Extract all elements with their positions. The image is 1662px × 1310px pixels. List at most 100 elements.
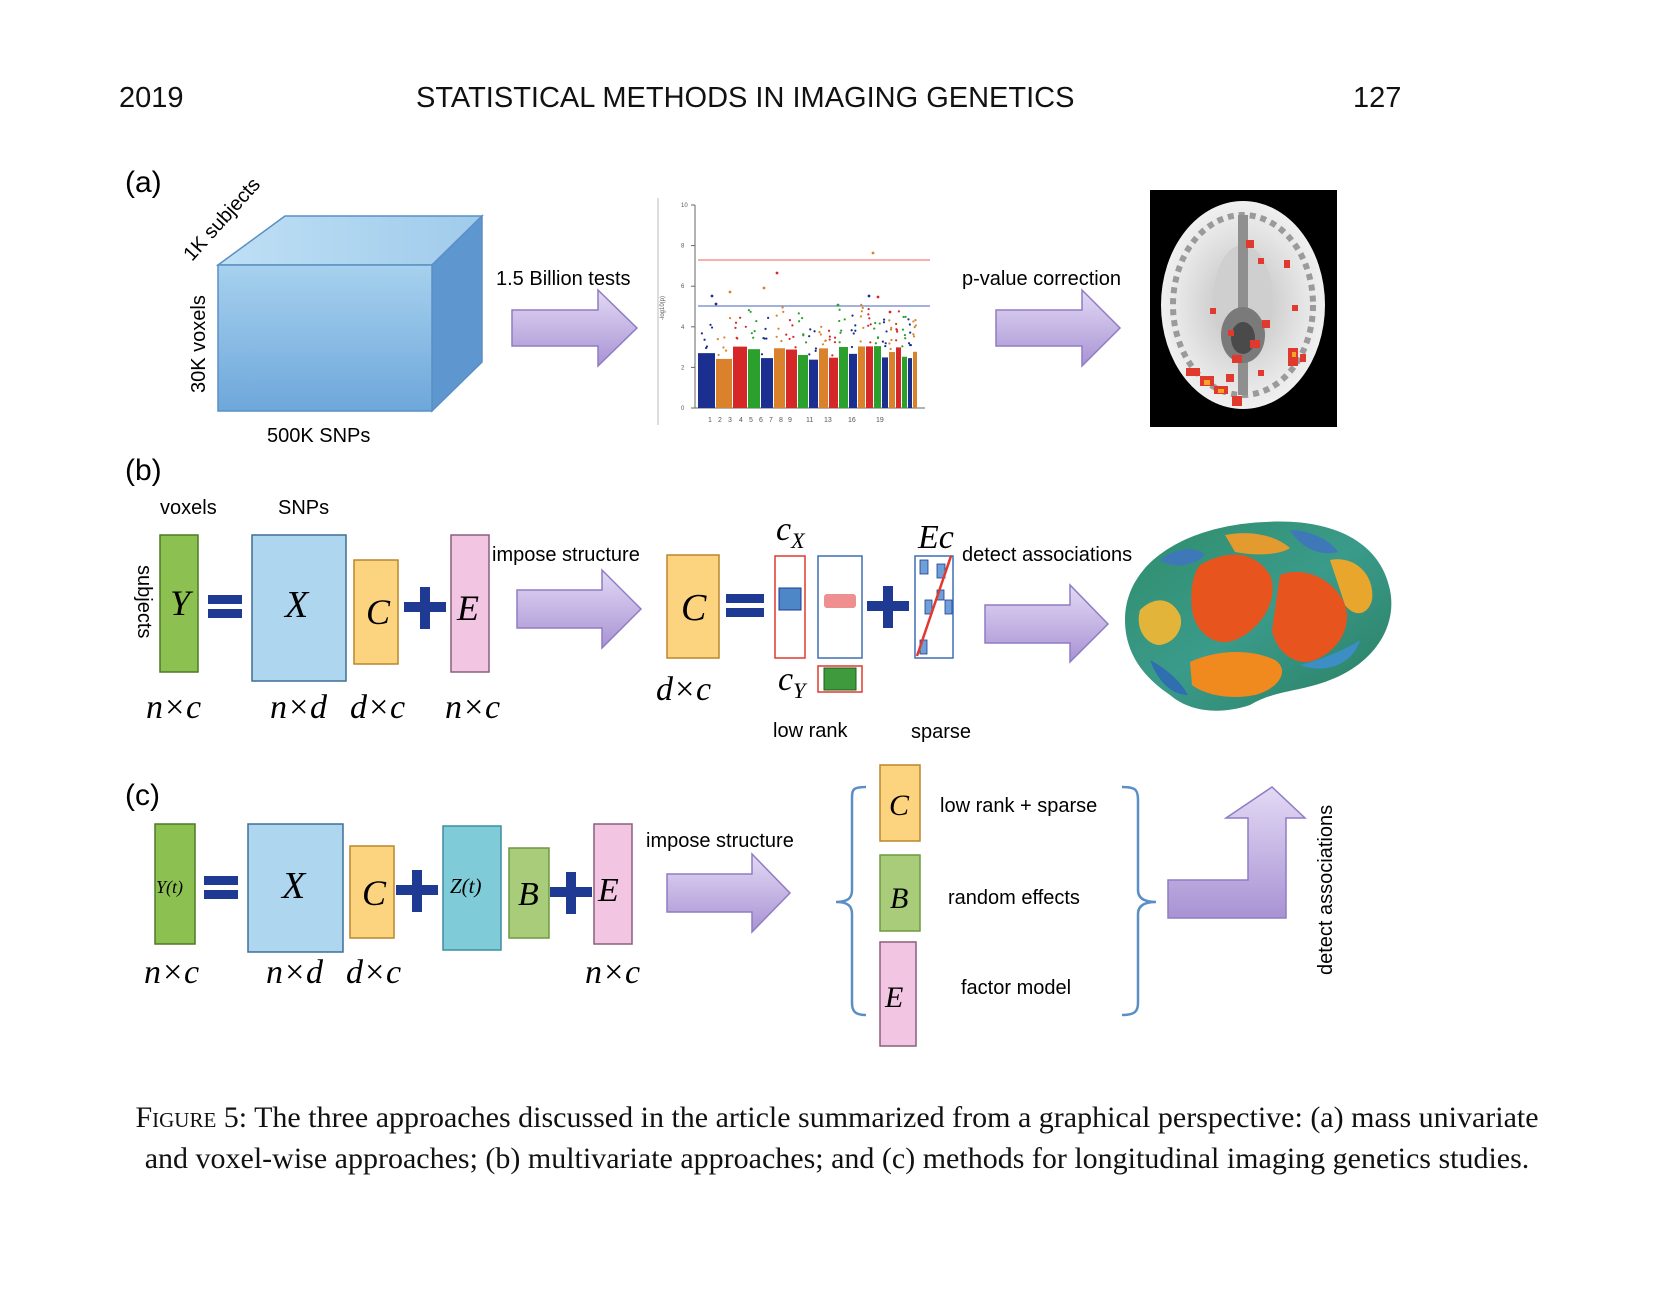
manhattan-chromosome-band: [902, 356, 907, 408]
manhattan-point: [818, 331, 821, 334]
structure-E-text: factor model: [961, 977, 1071, 999]
manhattan-point: [867, 307, 870, 311]
manhattan-point: [782, 310, 785, 313]
manhattan-xtick-label: 8: [779, 417, 783, 424]
manhattan-point: [896, 330, 899, 333]
matrix-X: [251, 534, 347, 682]
manhattan-point: [867, 313, 870, 316]
manhattan-point: [860, 310, 863, 313]
panel-a-label: (a): [125, 166, 162, 199]
manhattan-point: [908, 323, 911, 326]
dim-E-c: n×c: [585, 954, 640, 991]
panel-b-label: (b): [125, 454, 162, 487]
manhattan-point: [717, 353, 720, 357]
manhattan-point: [876, 295, 880, 299]
manhattan-point: [895, 322, 898, 326]
manhattan-xtick-label: 13: [824, 417, 832, 424]
manhattan-point: [736, 337, 739, 340]
manhattan-point: [755, 319, 758, 323]
manhattan-point: [859, 315, 863, 318]
manhattan-chromosome-band: [882, 357, 888, 408]
matrix-X-c-symbol: X: [280, 865, 307, 907]
manhattan-point: [859, 340, 862, 343]
manhattan-point: [912, 333, 915, 336]
manhattan-xtick-label: 11: [806, 417, 813, 424]
matrix-E-c: [593, 823, 633, 945]
low-rank-factors: [774, 555, 863, 693]
manhattan-point: [744, 325, 747, 328]
manhattan-point: [843, 318, 846, 321]
matrix-C-symbol: C: [366, 592, 391, 632]
detect-associations-label-b: detect associations: [962, 544, 1132, 566]
arrow-label-correction: p-value correction: [962, 268, 1121, 290]
matrix-E-symbol: E: [456, 588, 479, 628]
manhattan-point: [852, 332, 855, 335]
manhattan-point: [901, 328, 905, 331]
manhattan-point: [914, 324, 917, 327]
plus-sign: [404, 587, 446, 629]
manhattan-point: [724, 349, 728, 352]
manhattan-point: [710, 294, 714, 298]
manhattan-point: [889, 328, 893, 331]
manhattan-point: [765, 337, 768, 340]
header-title: STATISTICAL METHODS IN IMAGING GENETICS: [416, 82, 1075, 114]
structure-C-symbol: C: [889, 789, 910, 822]
header-year: 2019: [119, 82, 184, 114]
brain-cortex-image: [1125, 521, 1392, 711]
subjects-label: subjects: [133, 565, 155, 638]
manhattan-point: [909, 343, 912, 347]
manhattan-point: [767, 316, 770, 319]
manhattan-point: [912, 335, 916, 338]
sparse-matrix: [914, 555, 954, 659]
cy-label: cY: [778, 661, 808, 703]
manhattan-point: [889, 347, 892, 351]
manhattan-point: [838, 319, 841, 323]
matrix-X-symbol: X: [283, 584, 310, 626]
manhattan-point: [753, 330, 756, 333]
manhattan-chromosome-band: [809, 359, 818, 408]
manhattan-xtick-label: 16: [848, 417, 856, 424]
manhattan-point: [888, 342, 891, 345]
manhattan-ytick-label: 6: [681, 284, 685, 290]
manhattan-chromosome-band: [774, 348, 785, 408]
matrix-C-right: [666, 554, 720, 659]
manhattan-point: [821, 343, 825, 346]
manhattan-point: [833, 341, 837, 344]
manhattan-point: [895, 328, 898, 331]
manhattan-point: [750, 332, 753, 335]
structure-bracket-right: [1121, 785, 1157, 1017]
equals-sign-c: [204, 876, 238, 899]
manhattan-point: [828, 335, 831, 338]
manhattan-point: [703, 338, 706, 341]
manhattan-point: [888, 310, 892, 314]
caption-label: Figure 5:: [135, 1101, 248, 1134]
manhattan-point: [902, 315, 905, 319]
matrix-C-c-symbol: C: [362, 873, 387, 913]
manhattan-point: [888, 319, 891, 322]
manhattan-point: [792, 335, 795, 338]
manhattan-point: [861, 306, 864, 309]
manhattan-point: [814, 349, 817, 353]
structure-bracket-left: [835, 785, 867, 1017]
manhattan-point: [788, 319, 792, 322]
structure-B-text: random effects: [948, 887, 1080, 909]
manhattan-point: [808, 353, 811, 356]
manhattan-point: [820, 325, 823, 328]
cube-side-label: 30K voxels: [188, 295, 210, 393]
manhattan-point: [867, 324, 870, 327]
plus-sign-2: [867, 586, 909, 628]
panel-c-label: (c): [125, 779, 160, 812]
manhattan-xtick-label: 1: [708, 417, 712, 424]
manhattan-point: [734, 326, 737, 329]
manhattan-ytick-label: 4: [681, 325, 685, 331]
manhattan-point: [824, 339, 827, 343]
manhattan-point: [836, 303, 840, 307]
manhattan-ytick-label: 2: [681, 365, 685, 371]
plus-sign-c1: [396, 870, 438, 912]
dim-C-c: d×c: [346, 954, 401, 991]
manhattan-point: [705, 346, 708, 350]
structure-B-box: [879, 854, 921, 932]
manhattan-point: [831, 354, 834, 357]
manhattan-point: [802, 333, 805, 336]
